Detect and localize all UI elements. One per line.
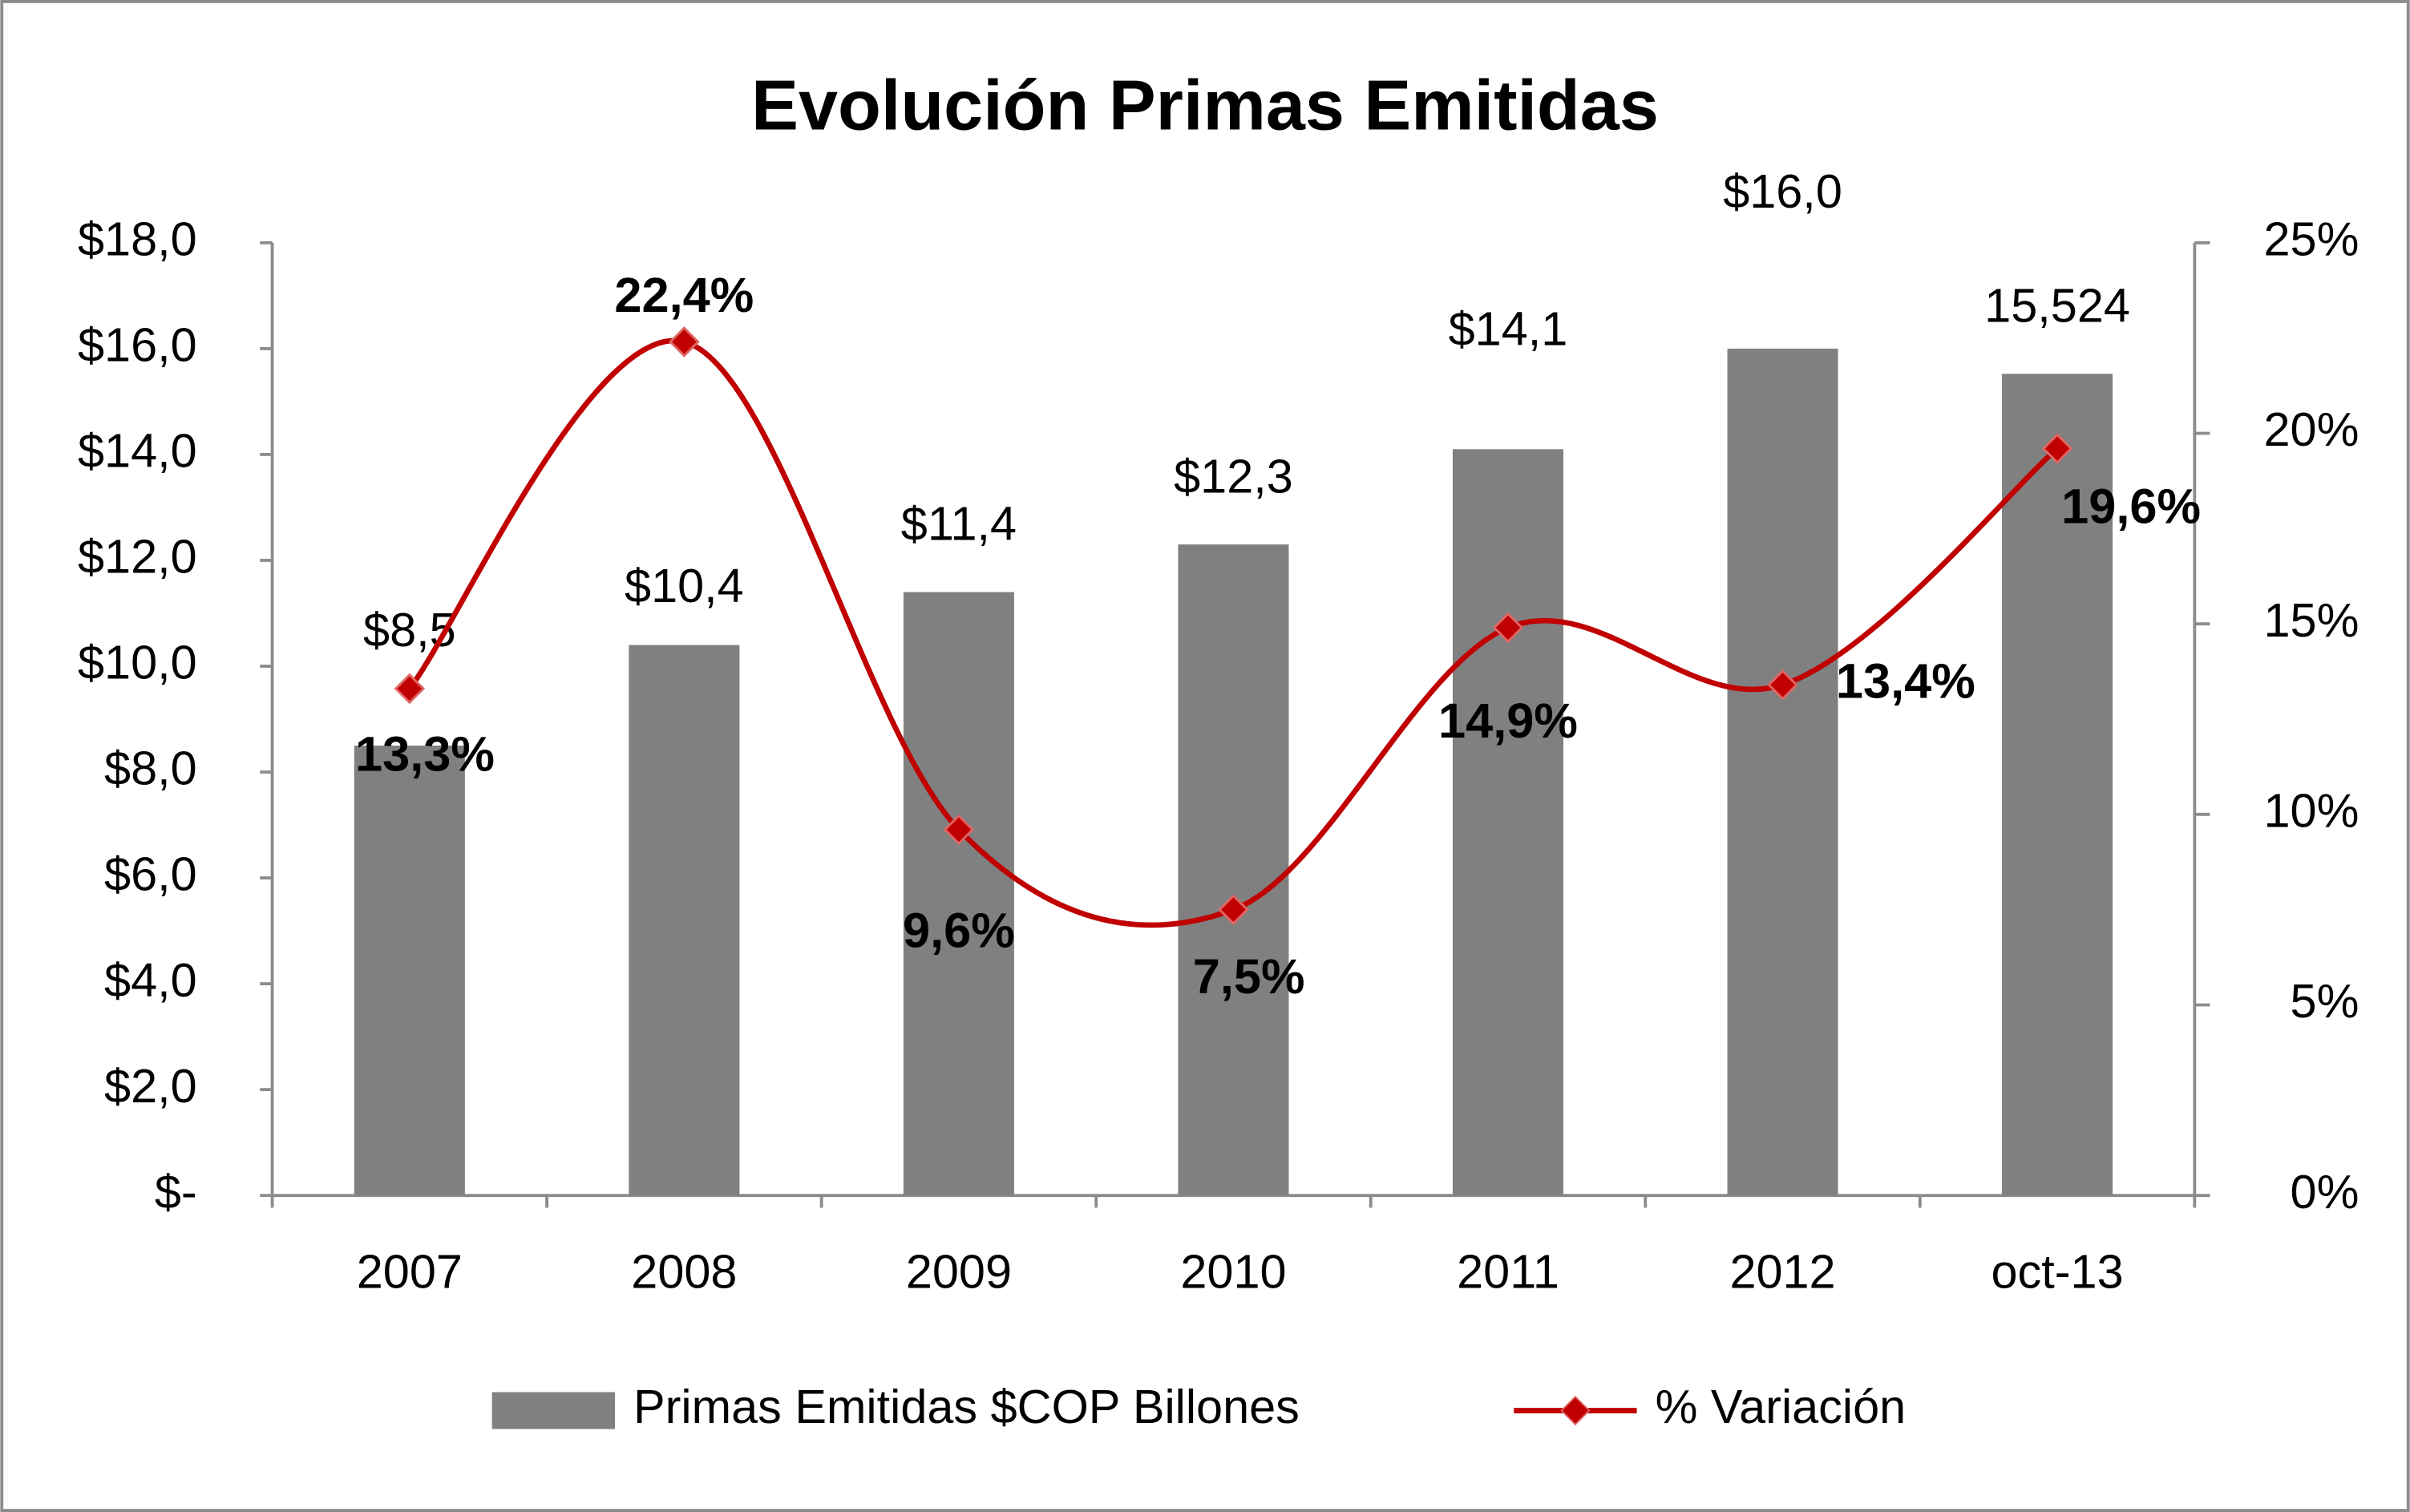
x-tick-label: oct-13 bbox=[1991, 1245, 2124, 1299]
line-marker bbox=[1218, 894, 1249, 925]
line-marker bbox=[1767, 669, 1798, 701]
bar-value-label: $11,4 bbox=[901, 497, 1017, 551]
x-tick-label: 2012 bbox=[1729, 1245, 1835, 1299]
bar bbox=[1452, 449, 1563, 1196]
legend-label: Primas Emitidas $COP Billones bbox=[633, 1380, 1300, 1433]
y-tick-label: $16,0 bbox=[78, 318, 197, 372]
y-tick-label: $8,0 bbox=[104, 742, 197, 795]
bar bbox=[903, 592, 1014, 1196]
y2-tick-label: 25% bbox=[2264, 212, 2359, 266]
bar-value-label: $8,5 bbox=[363, 603, 456, 657]
y2-tick-label: 5% bbox=[2291, 974, 2359, 1028]
y-tick-label: $12,0 bbox=[78, 530, 197, 584]
line-value-label: 22,4% bbox=[614, 267, 754, 322]
x-tick-label: 2011 bbox=[1457, 1245, 1559, 1299]
bar bbox=[2002, 374, 2113, 1196]
y2-tick-label: 20% bbox=[2264, 402, 2359, 456]
x-tick-label: 2008 bbox=[631, 1245, 737, 1299]
y-tick-label: $2,0 bbox=[104, 1059, 197, 1113]
bar-value-label: $12,3 bbox=[1174, 449, 1293, 503]
line-marker bbox=[2041, 433, 2073, 464]
bar-value-label: $10,4 bbox=[625, 559, 744, 612]
y-tick-label: $18,0 bbox=[78, 212, 197, 266]
bar-value-label: $16,0 bbox=[1723, 164, 1842, 218]
x-tick-label: 2009 bbox=[906, 1245, 1012, 1299]
bar bbox=[629, 645, 740, 1196]
line-value-label: 7,5% bbox=[1193, 948, 1305, 1004]
line-marker bbox=[943, 814, 975, 846]
y-tick-label: $- bbox=[155, 1165, 197, 1219]
y2-tick-label: 10% bbox=[2264, 784, 2359, 838]
line-value-label: 9,6% bbox=[903, 902, 1015, 957]
y-tick-label: $6,0 bbox=[104, 847, 197, 901]
legend-swatch bbox=[491, 1392, 615, 1429]
y-tick-label: $10,0 bbox=[78, 636, 197, 689]
y2-tick-label: 0% bbox=[2291, 1165, 2359, 1219]
line-marker bbox=[1492, 612, 1524, 644]
line-value-label: 13,3% bbox=[355, 726, 495, 781]
bar-value-label: 15,524 bbox=[1984, 278, 2130, 332]
y2-tick-label: 15% bbox=[2264, 593, 2359, 647]
line-marker bbox=[669, 326, 700, 358]
legend-marker bbox=[1560, 1395, 1591, 1426]
legend-label: % Variación bbox=[1656, 1380, 1907, 1433]
bar bbox=[1727, 348, 1838, 1196]
line-value-label: 14,9% bbox=[1438, 693, 1578, 748]
line-value-label: 13,4% bbox=[1836, 653, 1975, 708]
x-tick-label: 2010 bbox=[1180, 1245, 1286, 1299]
line-marker bbox=[394, 673, 426, 705]
bar-value-label: $14,1 bbox=[1449, 301, 1568, 355]
y-tick-label: $14,0 bbox=[78, 424, 197, 478]
y-tick-label: $4,0 bbox=[104, 953, 197, 1007]
bar bbox=[1178, 544, 1289, 1196]
bar bbox=[354, 746, 465, 1196]
line-value-label: 19,6% bbox=[2061, 478, 2201, 533]
x-tick-label: 2007 bbox=[357, 1245, 463, 1299]
chart-title: Evolución Primas Emitidas bbox=[751, 65, 1659, 144]
